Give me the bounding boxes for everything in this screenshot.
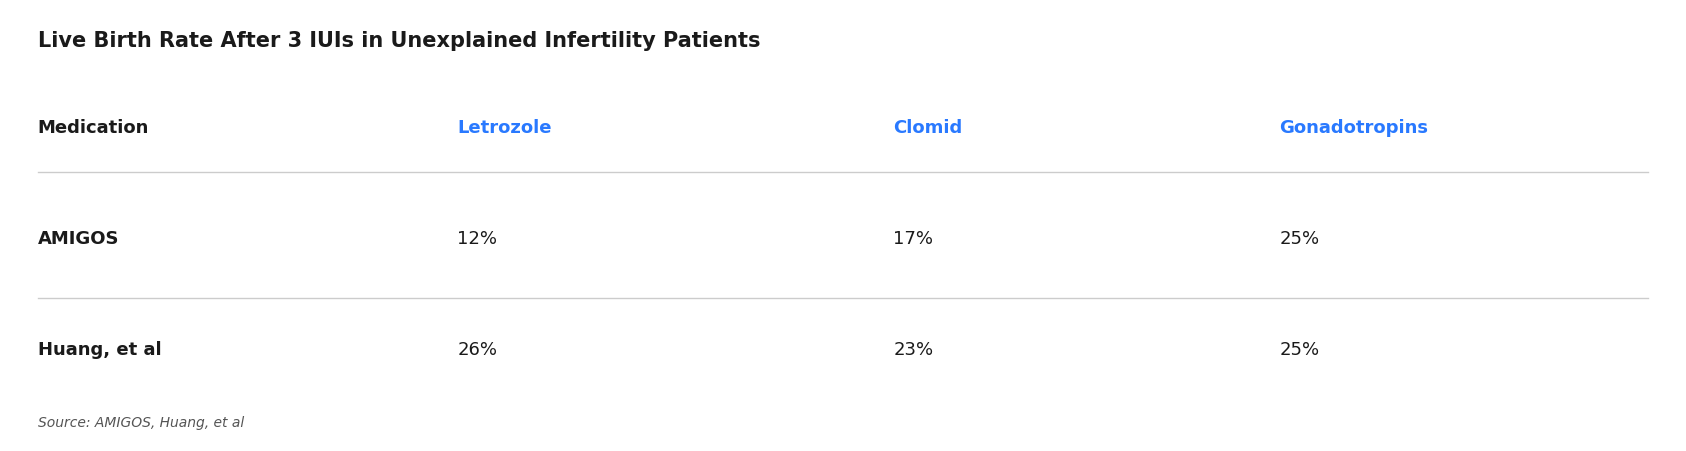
Text: 25%: 25% [1280,230,1320,248]
Text: Huang, et al: Huang, et al [37,341,162,359]
Text: 17%: 17% [894,230,934,248]
Text: 26%: 26% [457,341,497,359]
Text: Medication: Medication [37,119,148,137]
Text: 23%: 23% [894,341,934,359]
Text: 25%: 25% [1280,341,1320,359]
Text: Clomid: Clomid [894,119,963,137]
Text: Gonadotropins: Gonadotropins [1280,119,1428,137]
Text: Source: AMIGOS, Huang, et al: Source: AMIGOS, Huang, et al [37,415,244,429]
Text: Letrozole: Letrozole [457,119,551,137]
Text: 12%: 12% [457,230,497,248]
Text: AMIGOS: AMIGOS [37,230,120,248]
Text: Live Birth Rate After 3 IUIs in Unexplained Infertility Patients: Live Birth Rate After 3 IUIs in Unexplai… [37,31,760,51]
